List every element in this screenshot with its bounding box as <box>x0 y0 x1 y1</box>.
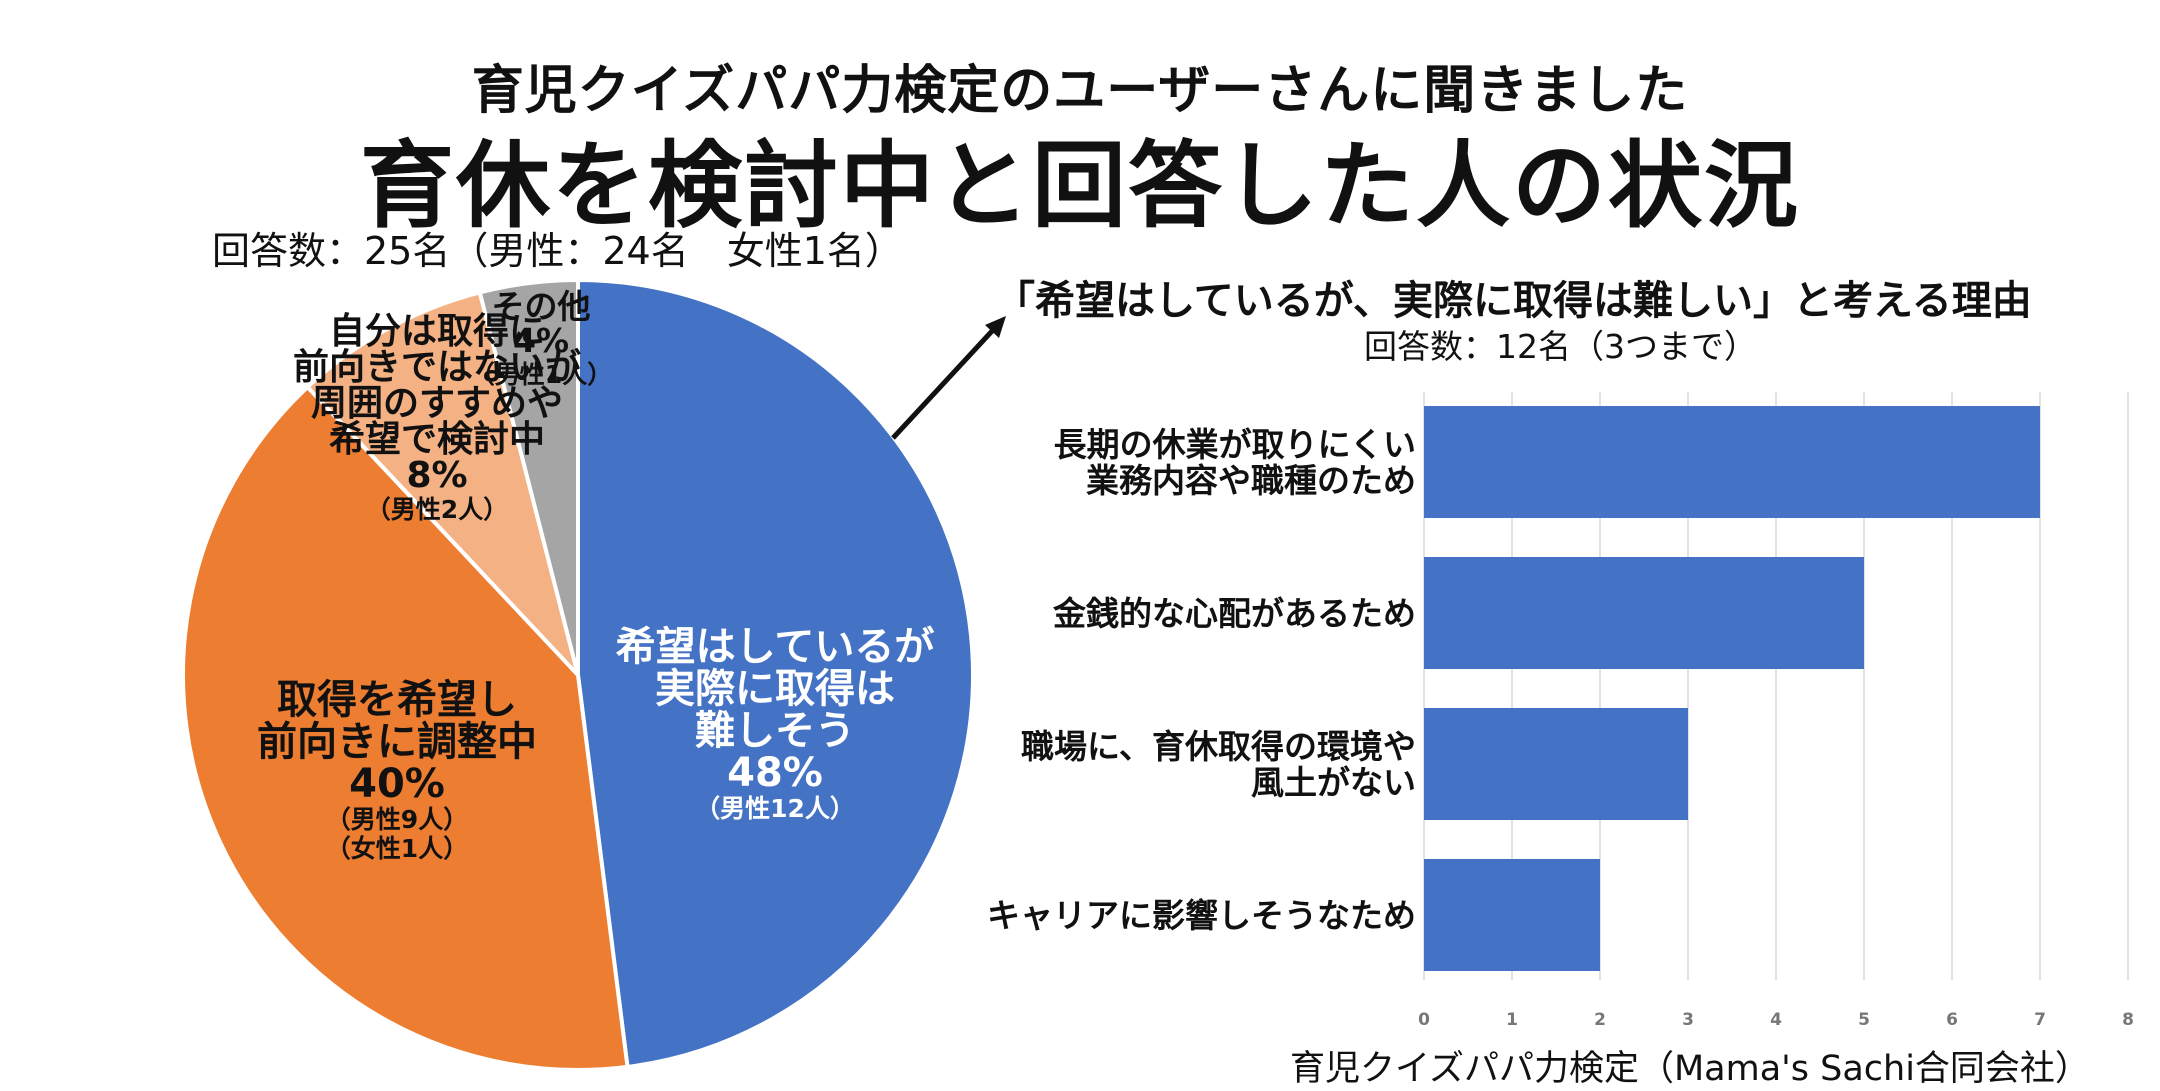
x-tick-label: 4 <box>1770 1010 1782 1030</box>
bar-category-label: 業務内容や職種のため <box>1086 461 1416 500</box>
pie-percent-label: 48% <box>727 750 823 796</box>
pie-label-line: 前向きではないが <box>293 347 581 388</box>
pie-label-line: 難しそう <box>695 708 855 754</box>
bar-category-label: 職場に、育休取得の環境や <box>1021 727 1416 766</box>
x-tick-label: 7 <box>2034 1010 2046 1030</box>
bar-3 <box>1424 859 1600 971</box>
pie-detail-label: （男性12人） <box>695 794 855 823</box>
callout-arrow-line <box>891 328 995 440</box>
page-subtitle: 育児クイズパパ力検定のユーザーさんに聞きました <box>471 61 1689 121</box>
x-tick-label: 8 <box>2122 1010 2134 1030</box>
pie-label-line: 取得を希望し <box>277 677 517 723</box>
pie-label-line: 周囲のすすめや <box>311 383 563 424</box>
pie-detail-label: （男性9人） <box>326 805 468 834</box>
x-tick-label: 2 <box>1594 1010 1606 1030</box>
page-title: 育休を検討中と回答した人の状況 <box>359 132 1800 241</box>
bar-category-label: 風土がない <box>1251 763 1416 802</box>
bar-category-label: 金銭的な心配があるため <box>1052 594 1416 633</box>
bar-1 <box>1424 557 1864 669</box>
callout-arrow-head <box>985 316 1006 338</box>
pie-detail-label: （女性1人） <box>326 834 468 863</box>
pie-label-line: 前向きに調整中 <box>257 719 537 765</box>
pie-slice-1 <box>181 384 630 1073</box>
pie-detail-label: （男性2人） <box>366 495 508 524</box>
pie-percent-label: 8% <box>406 455 467 496</box>
x-tick-label: 6 <box>1946 1010 1958 1030</box>
bar-2 <box>1424 708 1688 820</box>
pie-slice-2 <box>304 289 580 677</box>
bar-respondent-count: 回答数：12名（3つまで） <box>1364 327 1757 366</box>
x-tick-label: 0 <box>1418 1010 1430 1030</box>
pie-percent-label: 40% <box>349 761 445 807</box>
bar-0 <box>1424 406 2040 518</box>
pie-label-line: 希望はしているが <box>616 624 935 670</box>
bar-chart-title: 「希望はしているが、実際に取得は難しい」と考える理由 <box>995 278 2032 324</box>
x-tick-label: 5 <box>1858 1010 1870 1030</box>
pie-label-line: 実際に取得は <box>655 666 895 712</box>
pie-slice-3 <box>477 277 580 676</box>
bar-category-label: キャリアに影響しそうなため <box>987 896 1416 935</box>
pie-percent-label: 4% <box>513 321 569 360</box>
pie-slice-0 <box>576 277 975 1070</box>
bar-category-label: 長期の休業が取りにくい <box>1054 425 1416 464</box>
pie-label-line: 希望で検討中 <box>329 419 545 460</box>
x-tick-label: 3 <box>1682 1010 1694 1030</box>
pie-respondent-count: 回答数：25名（男性：24名 女性1名） <box>212 229 903 273</box>
pie-label-line: 自分は取得に <box>329 311 545 352</box>
pie-detail-label: （男性1人） <box>470 360 612 389</box>
x-tick-label: 1 <box>1506 1010 1518 1030</box>
pie-label-line: その他 <box>492 287 591 326</box>
